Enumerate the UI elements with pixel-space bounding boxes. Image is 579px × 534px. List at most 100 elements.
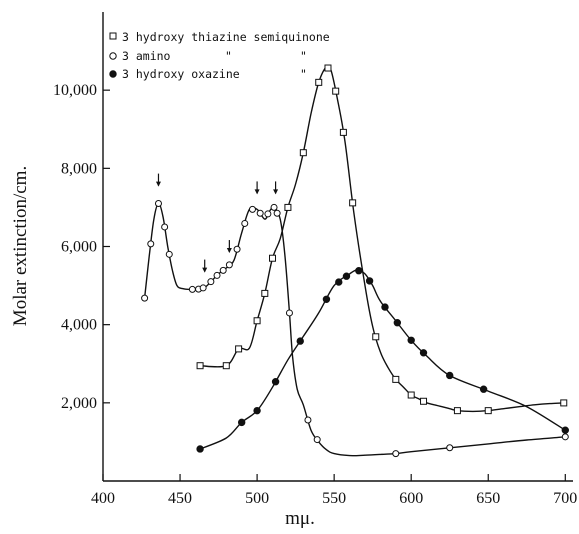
data-point-square xyxy=(339,128,347,136)
data-point-square xyxy=(315,78,323,86)
data-point-circle-open xyxy=(273,209,281,217)
data-point-circle-filled xyxy=(561,426,569,434)
data-point-circle-open xyxy=(207,278,215,286)
data-point-circle-filled xyxy=(393,319,402,327)
data-point-circle-open xyxy=(165,250,173,258)
peak-arrows xyxy=(155,173,279,273)
x-axis-ticks: 400 450 500 550 600 650 700 xyxy=(91,474,577,507)
plot-frame xyxy=(102,12,573,482)
data-point-square xyxy=(453,407,461,415)
legend-label-oxazine: 3 hydroxy oxazine xyxy=(122,67,240,81)
data-point-circle-filled xyxy=(365,277,374,285)
data-point-circle-filled xyxy=(355,267,363,275)
legend-ditto-mark: " xyxy=(300,49,307,63)
data-point-circle-open xyxy=(304,416,312,424)
data-point-circle-open xyxy=(147,240,155,248)
data-point-circle-filled xyxy=(271,378,280,386)
x-tick-label: 600 xyxy=(399,490,423,507)
data-point-circle-open xyxy=(219,266,227,274)
series-line-3 xyxy=(199,269,566,450)
legend-entry-thiazine: 3 hydroxy thiazine semiquinone xyxy=(109,30,330,44)
legend-circle-open-marker xyxy=(109,52,117,60)
x-axis-title: mμ. xyxy=(285,508,315,529)
series-line-2 xyxy=(143,202,566,457)
data-point-circle-filled xyxy=(296,337,304,345)
x-tick-label: 400 xyxy=(91,490,115,507)
data-point-circle-filled xyxy=(381,303,389,311)
data-point-square xyxy=(407,391,415,399)
data-point-square xyxy=(332,87,340,95)
data-point-circle-open xyxy=(561,433,569,441)
legend-entry-amino: 3 amino " " xyxy=(109,49,307,63)
data-point-square xyxy=(484,407,492,415)
data-point-circle-filled xyxy=(196,445,204,453)
peak-arrow-head xyxy=(155,181,161,187)
series-line-1 xyxy=(200,65,566,413)
y-tick-label: 6,000 xyxy=(61,239,97,256)
data-point-square xyxy=(560,399,568,407)
data-point-circle-filled xyxy=(342,272,351,280)
data-point-square xyxy=(269,254,277,262)
legend-square-marker xyxy=(109,32,117,40)
data-point-circle-open xyxy=(213,271,221,279)
data-curves xyxy=(143,65,566,457)
y-tick-label: 10,000 xyxy=(53,82,97,99)
data-point-square xyxy=(372,333,380,341)
data-point-circle-filled xyxy=(335,278,343,286)
data-point-square xyxy=(299,149,307,157)
data-point-circle-open xyxy=(161,223,169,231)
peak-arrow-head xyxy=(273,189,279,195)
data-point-circle-filled xyxy=(479,385,488,393)
data-point-circle-filled xyxy=(253,406,261,415)
data-point-circle-filled xyxy=(407,336,415,344)
data-point-square xyxy=(284,203,292,211)
data-point-circle-open xyxy=(270,203,278,211)
y-axis-title: Molar extinction/cm. xyxy=(10,166,31,326)
legend-label-thiazine: 3 hydroxy thiazine semiquinone xyxy=(122,30,330,44)
legend: 3 hydroxy thiazine semiquinone 3 amino "… xyxy=(109,30,330,81)
data-point-square xyxy=(235,345,243,353)
data-point-square xyxy=(349,199,357,207)
data-point-square xyxy=(196,362,204,370)
data-point-circle-open xyxy=(285,309,293,317)
legend-circle-filled-marker xyxy=(109,70,117,78)
data-point-circle-open xyxy=(199,284,207,292)
data-markers xyxy=(141,64,569,458)
data-point-square xyxy=(420,397,428,405)
data-point-square xyxy=(253,317,261,325)
y-tick-label: 8,000 xyxy=(61,160,97,177)
x-tick-label: 500 xyxy=(245,490,269,507)
data-point-square xyxy=(392,375,400,383)
x-tick-label: 650 xyxy=(476,490,500,507)
data-point-circle-open xyxy=(154,200,162,208)
data-point-circle-open xyxy=(392,450,400,458)
peak-arrow-head xyxy=(226,248,232,254)
data-point-circle-filled xyxy=(419,349,428,357)
data-point-circle-open xyxy=(233,245,241,253)
data-point-circle-open xyxy=(256,209,264,217)
x-tick-label: 450 xyxy=(168,490,192,507)
data-point-circle-open xyxy=(264,210,272,218)
data-point-square xyxy=(324,64,332,72)
data-point-circle-filled xyxy=(446,371,454,380)
x-tick-label: 550 xyxy=(322,490,346,507)
data-point-circle-open xyxy=(248,205,256,213)
data-point-circle-filled xyxy=(237,418,246,427)
y-axis-ticks: 2,000 4,000 6,000 8,000 10,000 xyxy=(53,82,110,412)
data-point-circle-open xyxy=(241,219,249,227)
legend-ditto-mark: " xyxy=(300,67,307,81)
legend-ditto-mark: " xyxy=(225,49,232,63)
data-point-square xyxy=(222,362,230,370)
peak-arrow-head xyxy=(202,267,208,273)
peak-arrow-head xyxy=(254,189,260,195)
data-point-circle-filled xyxy=(322,295,331,303)
legend-label-amino: 3 amino xyxy=(122,49,171,63)
data-point-circle-open xyxy=(446,444,454,452)
data-point-circle-open xyxy=(188,285,196,293)
data-point-square xyxy=(261,289,269,297)
x-tick-label: 700 xyxy=(553,490,577,507)
data-point-circle-open xyxy=(225,261,233,269)
legend-entry-oxazine: 3 hydroxy oxazine " xyxy=(109,67,307,81)
data-point-circle-open xyxy=(141,294,149,302)
